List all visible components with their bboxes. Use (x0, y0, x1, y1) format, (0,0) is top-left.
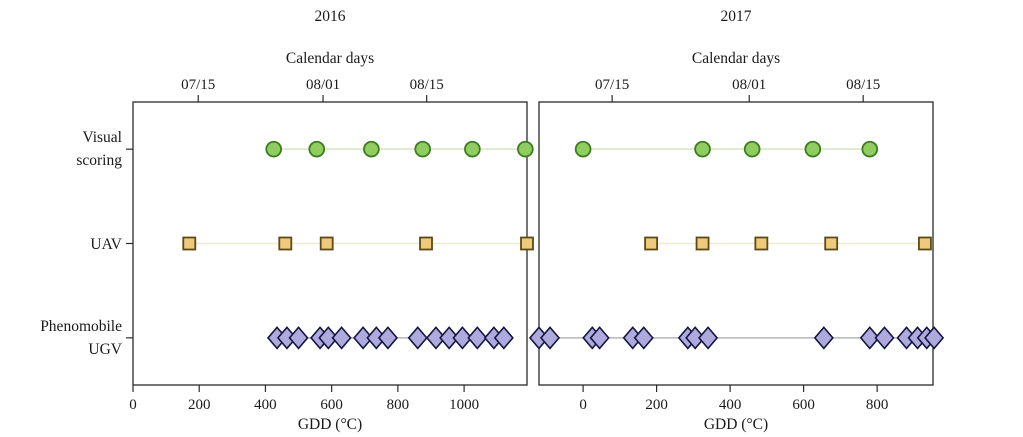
uav-marker (918, 236, 932, 251)
phenomobile_ugv-marker (813, 326, 834, 350)
calendar-tick-label: 07/15 (595, 77, 629, 93)
visual_scoring-marker (743, 140, 761, 158)
phenomobile_ugv-marker (318, 326, 339, 350)
calendar-tick-label: 08/01 (732, 77, 766, 93)
visual_scoring-marker (694, 140, 711, 158)
gdd-tick-label: 400 (719, 397, 742, 413)
phenomobile_ugv-marker (288, 326, 309, 350)
gdd-tick-label: 800 (387, 397, 410, 413)
uav-marker (182, 236, 197, 251)
gdd-tick-label: 200 (188, 397, 211, 413)
year-title-left: 2016 (314, 8, 346, 25)
phenomobile_ugv-marker (467, 326, 488, 350)
phenomobile_ugv-marker (589, 326, 610, 350)
phenomobile_ugv-marker (539, 326, 561, 350)
calendar-tick-label: 08/15 (410, 77, 444, 93)
phenomobile_ugv-marker (425, 326, 447, 350)
phenomobile_ugv-marker (331, 326, 352, 350)
calendar-days-axis-title-left: Calendar days (285, 50, 375, 67)
phenomobile_ugv-marker (353, 326, 374, 350)
calendar-tick-label: 08/01 (306, 77, 340, 93)
visual_scoring-marker (861, 140, 879, 158)
row-label-line: Visual (82, 129, 122, 146)
uav-marker (520, 236, 534, 251)
calendar-tick-label: 08/15 (846, 77, 880, 93)
gdd-axis-title-right: GDD (°C) (703, 416, 769, 433)
calendar-tick-label: 07/15 (181, 77, 215, 93)
phenomobile_ugv-marker (924, 326, 945, 350)
visual_scoring-marker (363, 140, 380, 158)
gdd-tick-label: 0 (129, 397, 137, 413)
gdd-tick-label: 0 (579, 397, 587, 413)
gdd-tick-label: 400 (254, 397, 277, 413)
visual_scoring-marker (574, 140, 592, 158)
phenomobile_ugv-marker (874, 326, 895, 350)
row-label-line: UGV (88, 341, 122, 358)
gdd-tick-label: 800 (866, 397, 889, 413)
visual_scoring-marker (517, 140, 534, 158)
phenomobile_ugv-marker (859, 326, 880, 350)
year-title-right: 2017 (720, 8, 752, 25)
uav-marker (754, 236, 769, 251)
uav-marker (419, 236, 433, 251)
gdd-tick-label: 600 (792, 397, 815, 413)
gdd-tick-label: 1000 (449, 397, 479, 413)
uav-marker (695, 236, 710, 251)
visual_scoring-marker (804, 140, 822, 158)
row-label-phenomobile-ugv: Phenomobile UGV (10, 314, 122, 362)
panel-box-2017 (538, 101, 934, 386)
gdd-axis-title-left: GDD (°C) (297, 416, 363, 433)
row-label-line: UAV (90, 235, 122, 253)
visual_scoring-marker (265, 140, 283, 158)
row-label-uav: UAV (10, 220, 122, 268)
gdd-tick-label: 600 (320, 397, 343, 413)
uav-marker (644, 236, 658, 251)
uav-marker (319, 236, 334, 251)
phenomobile_ugv-marker (698, 326, 719, 350)
phenomobile_ugv-marker (407, 326, 428, 350)
visual_scoring-marker (308, 140, 326, 158)
calendar-days-axis-title-right: Calendar days (691, 50, 781, 67)
phenomobile_ugv-marker (493, 326, 514, 350)
phenomobile_ugv-marker (439, 326, 460, 350)
phenomobile_ugv-marker (452, 326, 473, 350)
row-label-line: scoring (76, 152, 122, 169)
visual_scoring-marker (414, 140, 432, 158)
visual_scoring-marker (464, 140, 481, 158)
gdd-tick-label: 200 (645, 397, 668, 413)
row-label-visual-scoring: Visual scoring (10, 125, 122, 173)
uav-marker (278, 236, 293, 251)
row-label-line: Phenomobile (40, 318, 122, 335)
phenomobile_ugv-marker (377, 326, 398, 350)
uav-marker (824, 236, 839, 251)
phenomobile_ugv-marker (633, 326, 654, 350)
